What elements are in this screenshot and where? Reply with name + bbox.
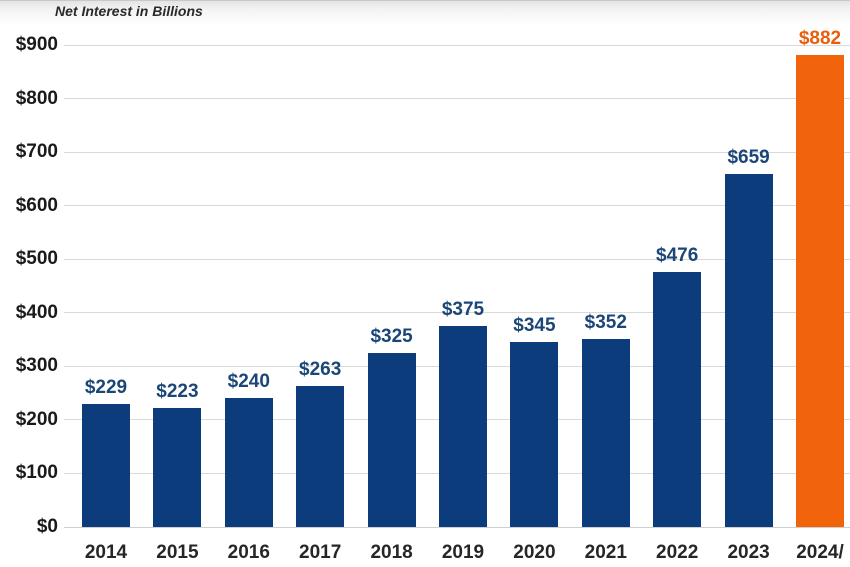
bar-value-label-2021: $352 [584,311,627,333]
y-tick-label-400: $400 [15,301,58,323]
window-top-edge [0,0,850,25]
bar-value-label-2017: $263 [299,359,342,381]
gridline-800 [64,98,850,100]
bar-value-label-2014: $229 [84,377,128,399]
x-tick-label-2020: 2020 [513,542,556,563]
bar-value-label-2015: $223 [156,380,199,402]
y-tick-label-700: $700 [15,141,58,163]
gridline-0 [64,526,850,528]
y-tick-label-100: $100 [15,462,58,484]
x-tick-label-2021: 2021 [584,542,627,563]
bar-2014 [82,404,130,527]
y-tick-label-0: $0 [36,516,58,537]
gridline-700 [64,151,850,153]
bar-value-label-2024: $882 [798,27,842,49]
bar-2021 [581,338,630,527]
bar-2023 [724,174,773,527]
gridline-400 [64,312,850,314]
x-tick-label-2015: 2015 [156,542,199,563]
x-tick-label-2016: 2016 [227,542,270,563]
x-tick-label-2023: 2023 [727,542,770,563]
y-tick-label-300: $300 [15,355,58,377]
y-tick-label-600: $600 [15,194,58,216]
bar-value-label-2022: $476 [656,245,699,267]
bar-value-label-2020: $345 [513,315,556,337]
x-tick-label-2019: 2019 [441,542,485,563]
y-tick-label-800: $800 [15,87,58,109]
gridline-600 [64,205,850,207]
x-tick-label-2022: 2022 [656,542,699,563]
x-tick-label-2014: 2014 [84,542,128,563]
x-tick-label-2018: 2018 [370,542,413,563]
bar-value-label-2023: $659 [727,147,770,169]
bar-2020 [510,342,559,527]
bar-2015 [153,407,202,527]
y-tick-label-500: $500 [15,248,58,270]
bar-value-label-2018: $325 [370,325,413,347]
gridline-500 [64,258,850,260]
bar-2019 [439,326,487,527]
y-tick-label-200: $200 [15,408,58,430]
bar-2018 [367,352,416,527]
y-tick-label-900: $900 [15,34,58,55]
x-tick-label-2024: 2024/ [796,542,844,563]
x-tick-label-2017: 2017 [299,542,342,563]
chart-title: Net Interest in Billions [55,3,203,19]
bar-2016 [224,398,273,527]
bar-value-label-2016: $240 [227,371,270,393]
bar-value-label-2019: $375 [441,299,485,321]
gridline-900 [64,44,850,46]
bar-2022 [653,272,702,527]
bar-2017 [296,386,345,527]
bar-2024 [796,54,844,527]
